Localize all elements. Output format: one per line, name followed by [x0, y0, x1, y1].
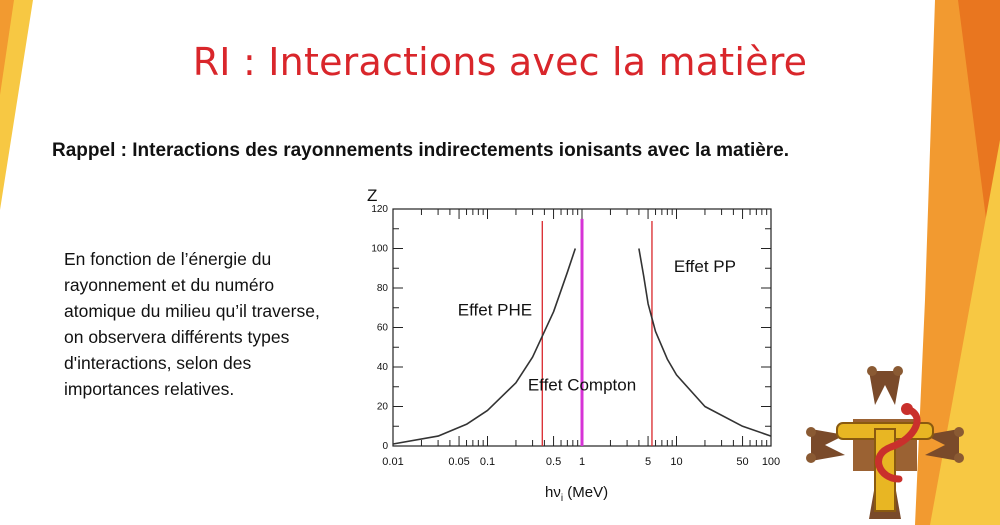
region-label: Effet PP	[674, 257, 736, 276]
y-tick-label: 60	[377, 323, 389, 334]
x-tick-label: 1	[579, 456, 585, 468]
y-tick-label: 80	[377, 283, 389, 294]
x-tick-label: 0.01	[382, 456, 403, 468]
series-line	[392, 248, 577, 445]
x-tick-label: 5	[645, 456, 651, 468]
x-tick-label: 0.5	[546, 456, 561, 468]
x-tick-label: 100	[762, 456, 780, 468]
x-tick-label: 0.05	[448, 456, 469, 468]
x-tick-label: 50	[736, 456, 748, 468]
slide-body-text: En fonction de l’énergie du rayonnement …	[64, 249, 320, 399]
slide-title: RI : Interactions avec la matière	[192, 40, 808, 84]
region-label: Effet PHE	[458, 301, 532, 320]
y-tick-label: 20	[377, 402, 389, 413]
y-tick-label: 100	[371, 244, 388, 255]
x-axis-label: hνi (MeV)	[545, 484, 608, 504]
x-tick-label: 0.1	[480, 456, 495, 468]
slide-left-decoration	[0, 0, 33, 210]
y-tick-label: 0	[382, 441, 388, 452]
y-tick-label: 40	[377, 362, 389, 373]
x-tick-label: 10	[670, 456, 682, 468]
region-label: Effet Compton	[528, 376, 636, 395]
slide-subtitle: Rappel : Interactions des rayonnements i…	[52, 140, 790, 161]
y-tick-label: 120	[371, 204, 388, 215]
series-line	[638, 248, 772, 437]
y-axis-label: Z	[367, 186, 377, 205]
